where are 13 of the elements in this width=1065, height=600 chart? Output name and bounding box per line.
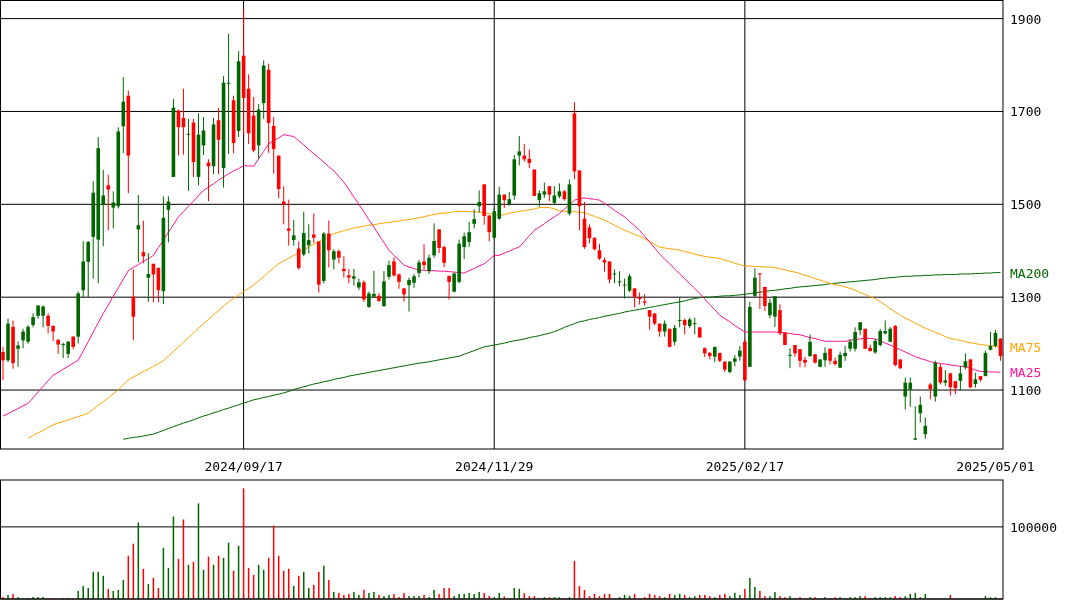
y-tick-label: 1300 bbox=[1010, 290, 1042, 306]
y-tick-label: 1100 bbox=[1010, 383, 1042, 399]
series-label: MA200 bbox=[1010, 265, 1050, 281]
series-label: MA75 bbox=[1010, 340, 1042, 356]
x-tick-label: 2025/05/01 bbox=[956, 459, 1035, 474]
x-tick-label: 2024/11/29 bbox=[455, 459, 534, 474]
y-tick-label: 1500 bbox=[1010, 197, 1042, 213]
series-label: MA25 bbox=[1010, 365, 1042, 381]
y-tick-label: 1900 bbox=[1010, 11, 1042, 27]
y-tick-label: 100000 bbox=[1010, 519, 1057, 535]
x-tick-label: 2024/09/17 bbox=[204, 459, 283, 474]
x-tick-label: 2025/02/17 bbox=[705, 459, 784, 474]
y-tick-label: 1700 bbox=[1010, 104, 1042, 120]
